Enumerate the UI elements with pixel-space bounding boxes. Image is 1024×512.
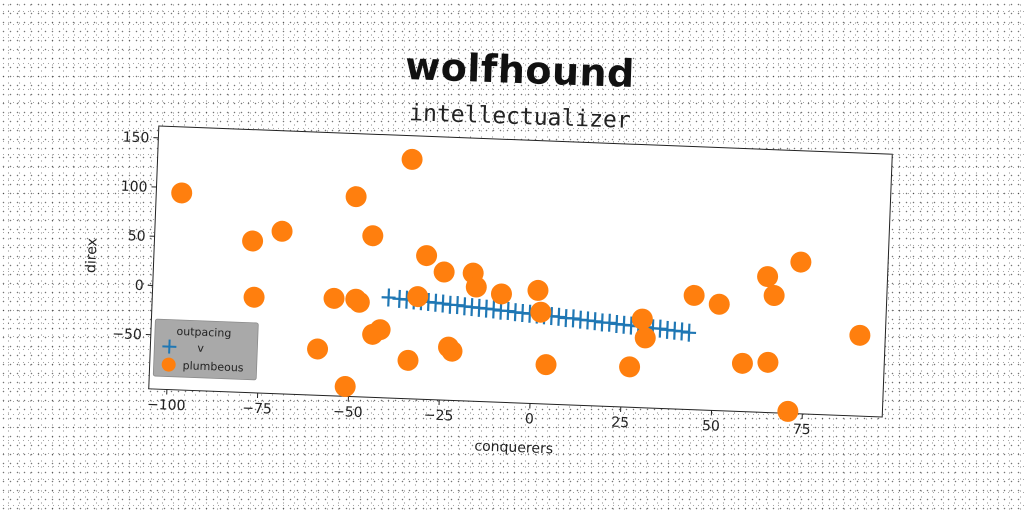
scatter-point-plumbeous xyxy=(323,287,345,309)
scatter-point-plumbeous xyxy=(527,279,549,301)
legend: outpacing v plumbeous xyxy=(152,318,259,381)
data-points xyxy=(171,148,871,422)
x-tick-label: −25 xyxy=(424,407,454,424)
x-tick-label: 50 xyxy=(702,418,720,435)
scatter-point-plumbeous xyxy=(757,266,779,288)
scatter-point-plumbeous xyxy=(348,291,370,313)
x-axis-label: conquerers xyxy=(474,438,553,457)
legend-marker-v xyxy=(162,339,177,354)
y-tick-label: 150 xyxy=(122,129,149,146)
scatter-point-plumbeous xyxy=(271,220,293,242)
y-tick-label: 50 xyxy=(127,228,145,245)
scatter-point-plumbeous xyxy=(790,251,812,273)
y-axis-label: direx xyxy=(83,238,100,273)
scatter-point-plumbeous xyxy=(708,293,730,315)
scatter-point-plumbeous xyxy=(634,327,656,349)
scatter-point-plumbeous xyxy=(401,148,423,170)
scatter-point-plumbeous xyxy=(407,286,429,308)
scatter-point-plumbeous xyxy=(243,286,265,308)
scatter-point-plumbeous xyxy=(619,356,641,378)
scatter-point-plumbeous xyxy=(433,261,455,283)
scatter-point-plumbeous xyxy=(369,319,391,341)
x-tick-label: 25 xyxy=(611,415,629,432)
scatter-point-v xyxy=(682,323,697,342)
scatter-point-plumbeous xyxy=(334,376,356,398)
legend-marker-plumbeous xyxy=(161,357,176,372)
scatter-point-plumbeous xyxy=(490,283,512,305)
x-tick-label: −75 xyxy=(242,400,272,417)
legend-box xyxy=(152,318,259,381)
y-tick-label: −50 xyxy=(112,326,142,343)
scatter-point-plumbeous xyxy=(530,301,552,323)
scatter-point-plumbeous xyxy=(535,354,557,376)
scatter-point-plumbeous xyxy=(631,308,653,330)
legend-entry-plumbeous: plumbeous xyxy=(182,359,244,374)
scatter-point-plumbeous xyxy=(763,285,785,307)
y-tick-label: 100 xyxy=(120,179,147,196)
x-tick-label: 75 xyxy=(792,422,810,439)
scatter-point-plumbeous xyxy=(757,351,779,373)
y-tick-label: 0 xyxy=(134,278,144,294)
plot-area xyxy=(148,125,893,418)
legend-title: outpacing xyxy=(176,325,231,340)
legend-entry-v: v xyxy=(197,342,204,355)
scatter-point-plumbeous xyxy=(362,225,384,247)
plot-group: −100 −75 −50 −25 0 25 50 75 −50 0 50 100 150 conquer… xyxy=(83,125,893,457)
scatter-point-plumbeous xyxy=(345,186,367,208)
scatter-point-plumbeous xyxy=(397,349,419,371)
scatter-point-plumbeous xyxy=(465,276,487,298)
scatter-point-plumbeous xyxy=(849,324,871,346)
scatter-point-plumbeous xyxy=(242,230,264,252)
x-tick-label: 0 xyxy=(525,411,535,427)
x-tick-label: −50 xyxy=(333,404,363,421)
scatter-point-plumbeous xyxy=(683,284,705,306)
scatter-point-plumbeous xyxy=(307,338,329,360)
scatter-point-plumbeous xyxy=(731,352,753,374)
scatter-point-plumbeous xyxy=(777,400,799,422)
scatter-point-plumbeous xyxy=(441,340,463,362)
x-tick-label: −100 xyxy=(147,397,186,414)
scatter-point-plumbeous xyxy=(171,182,193,204)
scatter-point-plumbeous xyxy=(416,245,438,267)
axis-ticks: −100 −75 −50 −25 0 25 50 75 −50 0 50 100 150 xyxy=(112,129,811,439)
